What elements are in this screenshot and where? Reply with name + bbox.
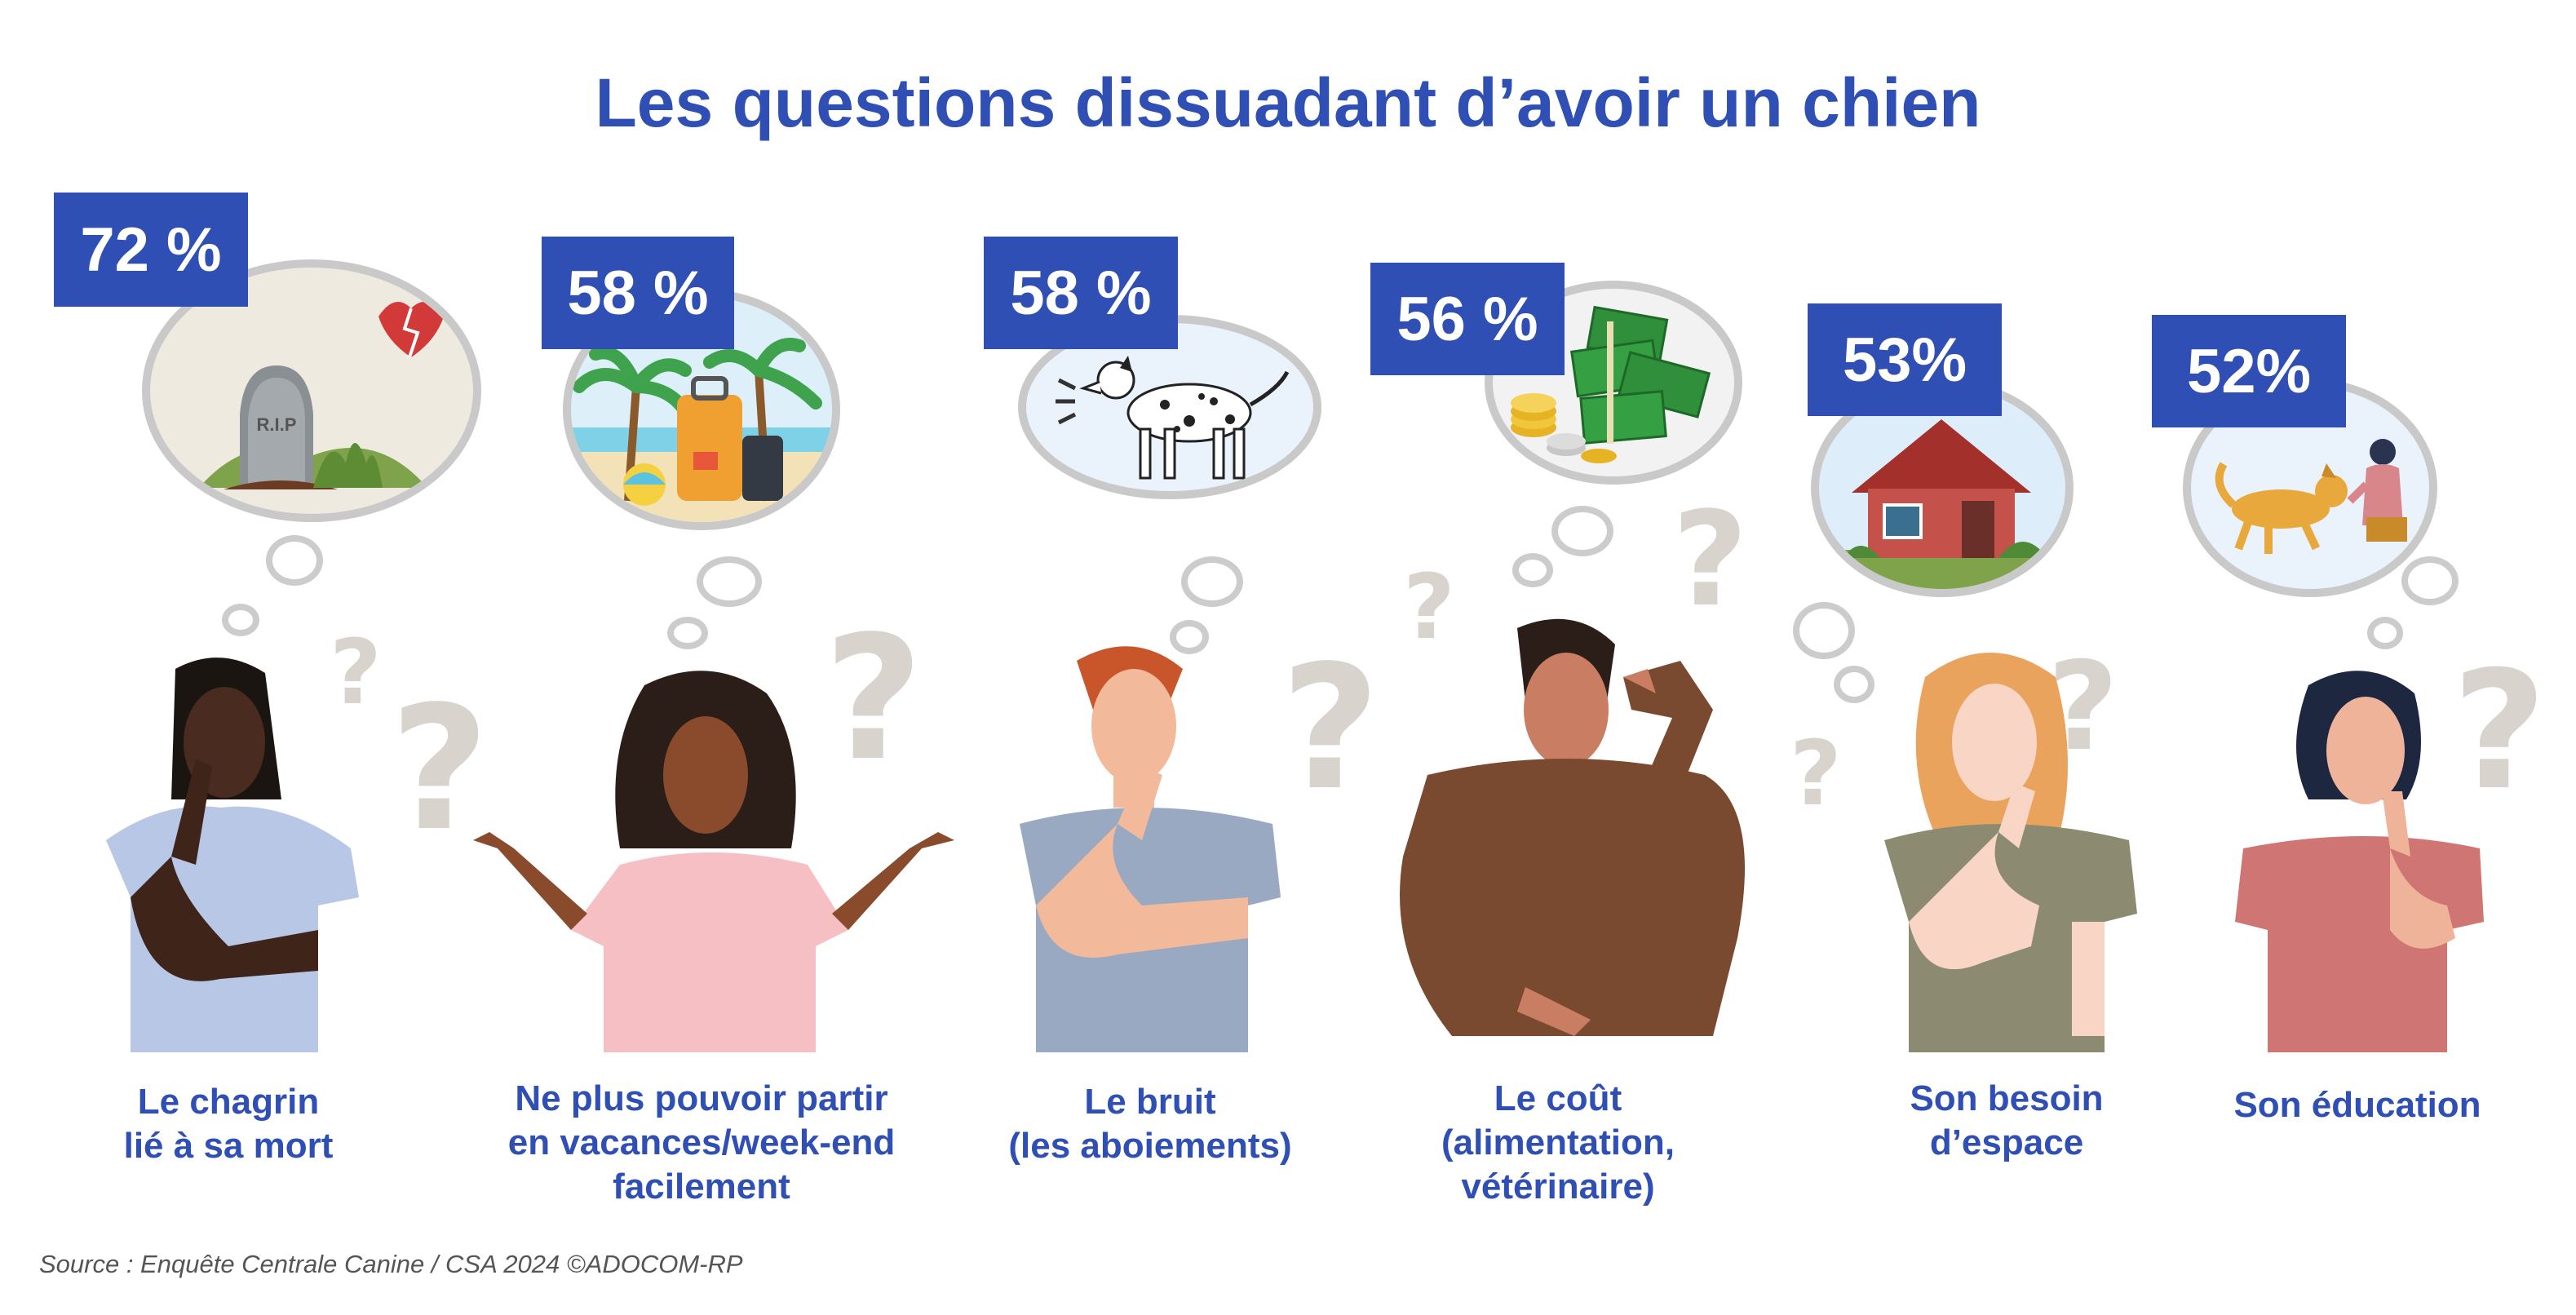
tombstone-broken-heart-icon: R.I.P: [199, 302, 444, 489]
question-mark-icon: ?: [1672, 483, 1748, 635]
money-coins-icon: [1511, 305, 1711, 463]
item-label-2: Ne plus pouvoir partir en vacances/week-…: [507, 1078, 896, 1207]
thought-circle: [667, 617, 708, 649]
item-label-1: Le chagrin lié à sa mort: [123, 1082, 334, 1166]
question-mark-icon: ?: [1403, 555, 1455, 659]
thought-bubble-4: [1485, 281, 1742, 485]
item-label-4: Le coût (alimentation, vétérinaire): [1441, 1078, 1675, 1207]
thought-circle: [697, 556, 762, 607]
percent-badge-2: 58 %: [542, 237, 734, 349]
thought-circle: [1181, 556, 1243, 607]
item-label-6: Son éducation: [2233, 1085, 2481, 1125]
percent-badge-3: 58 %: [984, 237, 1178, 349]
thought-circle: [2401, 556, 2459, 605]
person-thinking-3: [1020, 646, 1281, 1052]
question-mark-icon: ?: [390, 669, 489, 869]
thought-circle: [1170, 620, 1209, 654]
person-thinking-6: [2235, 671, 2484, 1052]
house-icon: [1819, 419, 2065, 589]
thought-circle: [222, 604, 259, 636]
question-mark-icon: ?: [330, 620, 382, 724]
chart-title: Les questions dissuadant d’avoir un chie…: [595, 64, 1981, 141]
source-note: Source : Enquête Centrale Canine / CSA 2…: [39, 1250, 743, 1278]
question-mark-icon: ?: [2452, 636, 2547, 826]
thought-bubble-1: R.I.P: [142, 259, 481, 522]
thought-circle: [266, 535, 323, 586]
percent-badge-5: 53%: [1808, 303, 2002, 416]
question-mark-icon: ?: [1790, 721, 1842, 826]
thought-circle: [1512, 553, 1553, 587]
percent-badge-6: 52%: [2152, 315, 2346, 427]
thought-circle: [1834, 666, 1874, 703]
question-mark-icon: ?: [1281, 628, 1380, 828]
person-thinking-1: [106, 658, 359, 1052]
barking-dalmatian-icon: [1056, 356, 1290, 480]
thought-circle: [1793, 602, 1855, 659]
thought-bubble-5: [1811, 379, 2074, 597]
thought-circle: [2367, 617, 2403, 649]
suitcase-palm-trees-icon: [571, 338, 832, 522]
thought-circle: [1551, 506, 1613, 556]
question-mark-icon: ?: [824, 599, 923, 799]
item-label-5: Son besoin d’espace: [1910, 1078, 2104, 1162]
rip-text: R.I.P: [257, 414, 297, 435]
person-scratching-head-4: [1400, 618, 1745, 1036]
item-label-3: Le bruit (les aboiements): [1008, 1082, 1292, 1166]
person-training-dog-icon: [2215, 439, 2407, 554]
percent-badge-4: 56 %: [1370, 263, 1565, 375]
percent-badge-1: 72 %: [54, 193, 248, 307]
person-thinking-5: [1884, 653, 2137, 1052]
person-shrugging-2: [473, 671, 954, 1052]
